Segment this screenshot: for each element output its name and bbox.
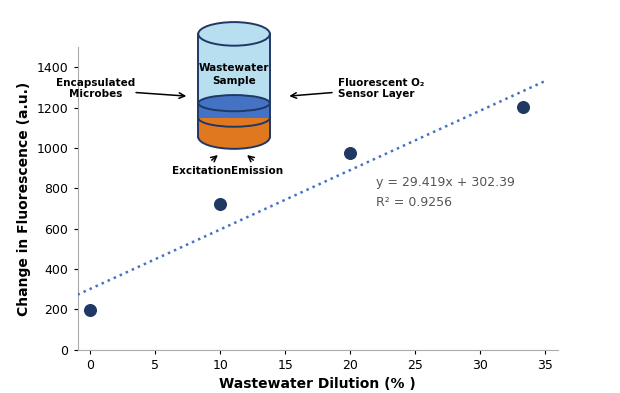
Ellipse shape [198,95,270,111]
Text: Sample: Sample [212,76,256,86]
Text: R² = 0.9256: R² = 0.9256 [376,196,452,209]
Text: Wastewater: Wastewater [199,63,269,73]
Text: y = 29.419x + 302.39: y = 29.419x + 302.39 [376,176,515,189]
Y-axis label: Change in Fluorescence (a.u.): Change in Fluorescence (a.u.) [17,81,31,316]
Point [518,103,528,110]
Ellipse shape [198,22,270,46]
Text: Encapsulated
Microbes: Encapsulated Microbes [56,78,136,99]
Bar [198,34,270,137]
Bar [198,103,270,118]
Point [86,307,95,314]
Bar [198,118,270,137]
Point [345,150,355,156]
Text: Emission: Emission [231,166,283,176]
Point [215,200,225,207]
X-axis label: Wastewater Dilution (% ): Wastewater Dilution (% ) [219,377,416,391]
Text: Fluorescent O₂
Sensor Layer: Fluorescent O₂ Sensor Layer [338,78,424,99]
Ellipse shape [198,109,270,127]
Text: Excitation: Excitation [172,166,231,176]
Ellipse shape [198,125,270,149]
